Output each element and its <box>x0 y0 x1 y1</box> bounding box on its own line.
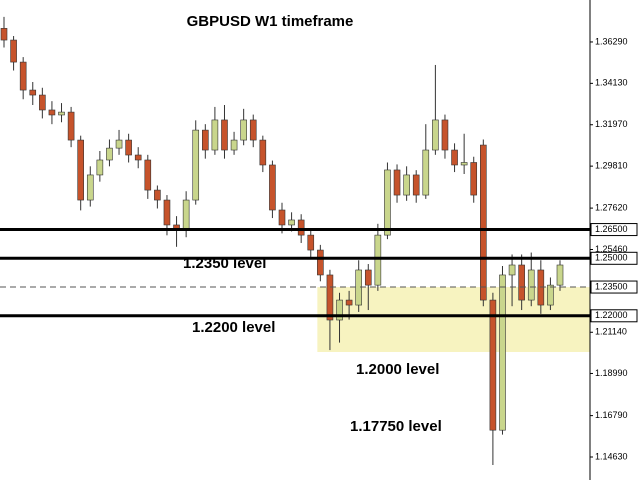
candle-body <box>67 111 75 141</box>
candle-body <box>307 234 315 251</box>
candle-body <box>278 209 286 226</box>
plot-area <box>0 16 590 466</box>
candle-body <box>393 169 401 196</box>
y-tick-label: 1.25460 <box>595 244 628 254</box>
candle-body <box>240 119 247 141</box>
level-label-box <box>590 280 638 294</box>
candle-body <box>470 162 478 196</box>
candle-body <box>192 129 200 201</box>
candle-body <box>384 169 391 236</box>
candle-body <box>403 174 410 196</box>
candle-body <box>125 139 132 156</box>
candle-body <box>202 129 209 151</box>
y-tick-label: 1.21140 <box>595 327 627 337</box>
candle-body <box>326 274 334 321</box>
candle-body <box>230 139 238 151</box>
candle-body <box>259 139 267 166</box>
candle-body <box>556 264 564 286</box>
y-tick-label: 1.27620 <box>595 202 628 212</box>
y-tick-label: 1.29810 <box>595 161 628 171</box>
y-tick-label: 1.14630 <box>595 451 628 461</box>
candle-body <box>221 119 228 151</box>
level-label-box <box>590 223 638 237</box>
y-tick-label: 1.16790 <box>595 410 628 420</box>
candle-body <box>249 119 257 141</box>
annotation: 1.2200 level <box>192 319 275 336</box>
candle-body <box>508 264 516 276</box>
level-label-box <box>590 251 638 265</box>
candle-body <box>154 189 161 201</box>
chart-title: GBPUSD W1 timeframe <box>187 13 354 30</box>
level-label: 1.23500 <box>595 281 628 291</box>
candle-body <box>58 111 65 116</box>
candle-body <box>527 269 535 301</box>
candle-body <box>317 249 324 276</box>
candle-body <box>10 39 17 63</box>
candle-body <box>518 264 525 301</box>
candle-body <box>211 119 219 151</box>
candle-body <box>489 299 497 431</box>
candle-body <box>269 164 276 211</box>
candle-body <box>106 147 113 161</box>
candle-body <box>345 299 353 306</box>
candle-body <box>182 199 190 231</box>
candle-body <box>96 159 104 176</box>
candle-body <box>432 119 439 151</box>
candle-body <box>0 28 8 41</box>
candle-body <box>297 219 305 236</box>
y-tick-label: 1.31970 <box>595 119 628 129</box>
level-label-box <box>590 309 638 323</box>
candle-body <box>144 159 152 191</box>
candle-body <box>547 284 554 306</box>
candle-body <box>29 89 37 96</box>
candle-body <box>115 139 123 149</box>
y-tick-label: 1.18990 <box>595 368 628 378</box>
level-label: 1.25000 <box>595 253 628 263</box>
candle-body <box>39 94 46 111</box>
candle-body <box>480 144 487 301</box>
candle-body <box>134 154 142 161</box>
annotation: 1.2350 level <box>183 255 266 272</box>
candle-body <box>19 61 27 91</box>
candle-body <box>48 109 56 116</box>
y-tick-label: 1.34130 <box>595 78 628 88</box>
y-tick-label: 1.36290 <box>595 36 628 46</box>
candle-body <box>422 149 430 196</box>
candle-body <box>336 299 343 321</box>
candle-body <box>451 149 458 166</box>
candle-body <box>77 139 84 201</box>
annotation: 1.17750 level <box>350 418 442 435</box>
annotation: 1.2000 level <box>356 361 439 378</box>
candle-body <box>412 174 420 196</box>
candle-body <box>441 119 449 151</box>
zone <box>317 287 590 352</box>
candle-body <box>460 162 468 166</box>
level-label: 1.22000 <box>595 310 628 320</box>
candle-body <box>163 199 171 226</box>
candle-body <box>499 274 506 431</box>
candle-body <box>374 234 382 286</box>
candle-body <box>364 269 372 286</box>
candle-body <box>86 174 94 201</box>
level-label: 1.26500 <box>595 224 628 234</box>
candle-body <box>288 219 295 226</box>
